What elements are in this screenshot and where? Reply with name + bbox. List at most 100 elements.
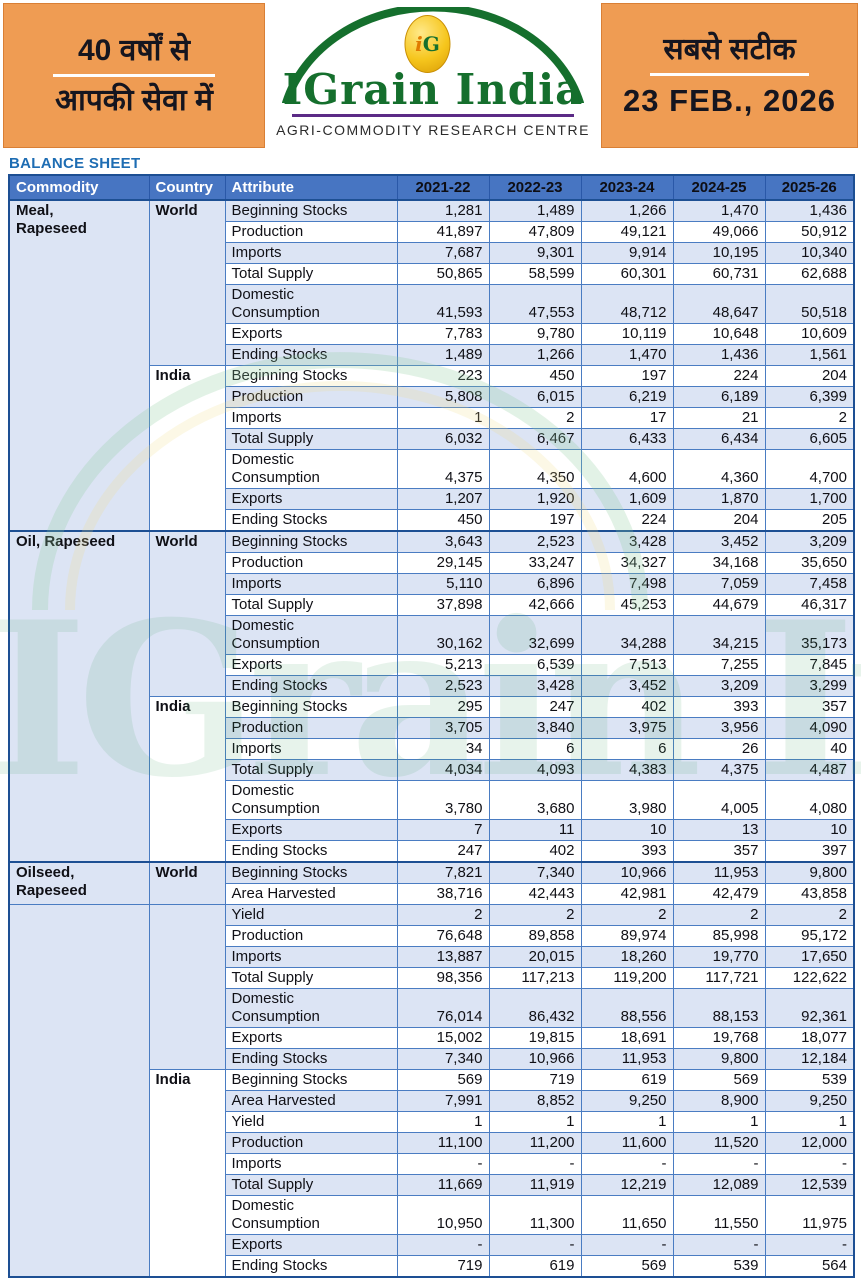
attribute-cell: Imports	[224, 738, 398, 760]
value-cell: 10,119	[580, 323, 674, 345]
column-header: 2025-26	[764, 174, 855, 201]
value-cell: 1,870	[672, 488, 766, 510]
value-cell: 10	[580, 819, 674, 841]
value-cell: 7,687	[396, 242, 490, 264]
page-title: BALANCE SHEET	[9, 155, 141, 172]
value-cell: 564	[764, 1255, 855, 1278]
attribute-cell: Ending Stocks	[224, 1048, 398, 1070]
value-cell: 6	[488, 738, 582, 760]
value-cell: 3,705	[396, 717, 490, 739]
value-cell: 4,034	[396, 759, 490, 781]
value-cell: 619	[488, 1255, 582, 1278]
value-cell: 48,712	[580, 284, 674, 324]
country-cell: World	[148, 530, 226, 697]
value-cell: 34,288	[580, 615, 674, 655]
value-cell: 247	[488, 696, 582, 718]
logo-badge-i: i	[415, 32, 423, 56]
value-cell: 42,443	[488, 883, 582, 905]
value-cell: 60,731	[672, 263, 766, 285]
country-cell: World	[148, 861, 226, 905]
value-cell: -	[672, 1234, 766, 1256]
value-cell: 119,200	[580, 967, 674, 989]
value-cell: 42,981	[580, 883, 674, 905]
value-cell: 4,487	[764, 759, 855, 781]
value-cell: 4,093	[488, 759, 582, 781]
value-cell: 2	[488, 904, 582, 926]
attribute-cell: Domestic Consumption	[224, 1195, 398, 1235]
value-cell: 357	[764, 696, 855, 718]
value-cell: 11,200	[488, 1132, 582, 1154]
value-cell: 4,350	[488, 449, 582, 489]
value-cell: 49,121	[580, 221, 674, 243]
value-cell: 86,432	[488, 988, 582, 1028]
value-cell: 204	[672, 509, 766, 532]
value-cell: 10,195	[672, 242, 766, 264]
column-header: 2023-24	[580, 174, 674, 201]
value-cell: 17	[580, 407, 674, 429]
attribute-cell: Total Supply	[224, 967, 398, 989]
balance-sheet-table: Commodity Country Attribute 2021-22 2022-23 2…	[8, 174, 855, 1278]
value-cell: 1	[580, 1111, 674, 1133]
divider	[53, 74, 215, 77]
value-cell: 122,622	[764, 967, 855, 989]
value-cell: 33,247	[488, 552, 582, 574]
value-cell: 7,255	[672, 654, 766, 676]
country-cell: India	[148, 1069, 226, 1278]
attribute-cell: Total Supply	[224, 759, 398, 781]
attribute-cell: Imports	[224, 1153, 398, 1175]
value-cell: 4,080	[764, 780, 855, 820]
value-cell: 10	[764, 819, 855, 841]
commodity-cell: Oilseed, Rapeseed	[8, 861, 150, 905]
attribute-cell: Imports	[224, 573, 398, 595]
value-cell: 1	[672, 1111, 766, 1133]
value-cell: 450	[396, 509, 490, 532]
attribute-cell: Exports	[224, 323, 398, 345]
attribute-cell: Imports	[224, 946, 398, 968]
value-cell: 10,966	[580, 861, 674, 884]
attribute-cell: Production	[224, 717, 398, 739]
attribute-cell: Production	[224, 925, 398, 947]
value-cell: 1,266	[580, 199, 674, 222]
attribute-cell: Beginning Stocks	[224, 199, 398, 222]
commodity-cell: Oil, Rapeseed	[8, 530, 150, 863]
value-cell: -	[488, 1234, 582, 1256]
attribute-cell: Area Harvested	[224, 1090, 398, 1112]
value-cell: 3,956	[672, 717, 766, 739]
value-cell: 1,561	[764, 344, 855, 366]
value-cell: 76,014	[396, 988, 490, 1028]
value-cell: 402	[488, 840, 582, 863]
value-cell: 1,700	[764, 488, 855, 510]
value-cell: 15,002	[396, 1027, 490, 1049]
value-cell: 13,887	[396, 946, 490, 968]
value-cell: 6,032	[396, 428, 490, 450]
attribute-cell: Total Supply	[224, 428, 398, 450]
attribute-cell: Domestic Consumption	[224, 988, 398, 1028]
banner-date: 23 FEB., 2026	[623, 82, 836, 118]
value-cell: 3,452	[580, 675, 674, 697]
value-cell: 38,716	[396, 883, 490, 905]
value-cell: 50,518	[764, 284, 855, 324]
column-header: 2021-22	[396, 174, 490, 201]
column-header: Attribute	[224, 174, 398, 201]
value-cell: 19,768	[672, 1027, 766, 1049]
value-cell: 402	[580, 696, 674, 718]
attribute-cell: Beginning Stocks	[224, 365, 398, 387]
value-cell: -	[396, 1234, 490, 1256]
value-cell: 3,780	[396, 780, 490, 820]
value-cell: 223	[396, 365, 490, 387]
value-cell: 6,219	[580, 386, 674, 408]
value-cell: 9,800	[764, 861, 855, 884]
value-cell: 12,539	[764, 1174, 855, 1196]
value-cell: 11,550	[672, 1195, 766, 1235]
value-cell: 50,912	[764, 221, 855, 243]
value-cell: 7,340	[396, 1048, 490, 1070]
attribute-cell: Exports	[224, 1234, 398, 1256]
value-cell: 569	[672, 1069, 766, 1091]
value-cell: 1,489	[396, 344, 490, 366]
value-cell: 569	[396, 1069, 490, 1091]
banner-left-line2: आपकी सेवा में	[55, 84, 213, 117]
value-cell: 10,966	[488, 1048, 582, 1070]
value-cell: 18,691	[580, 1027, 674, 1049]
attribute-cell: Ending Stocks	[224, 509, 398, 532]
value-cell: -	[672, 1153, 766, 1175]
